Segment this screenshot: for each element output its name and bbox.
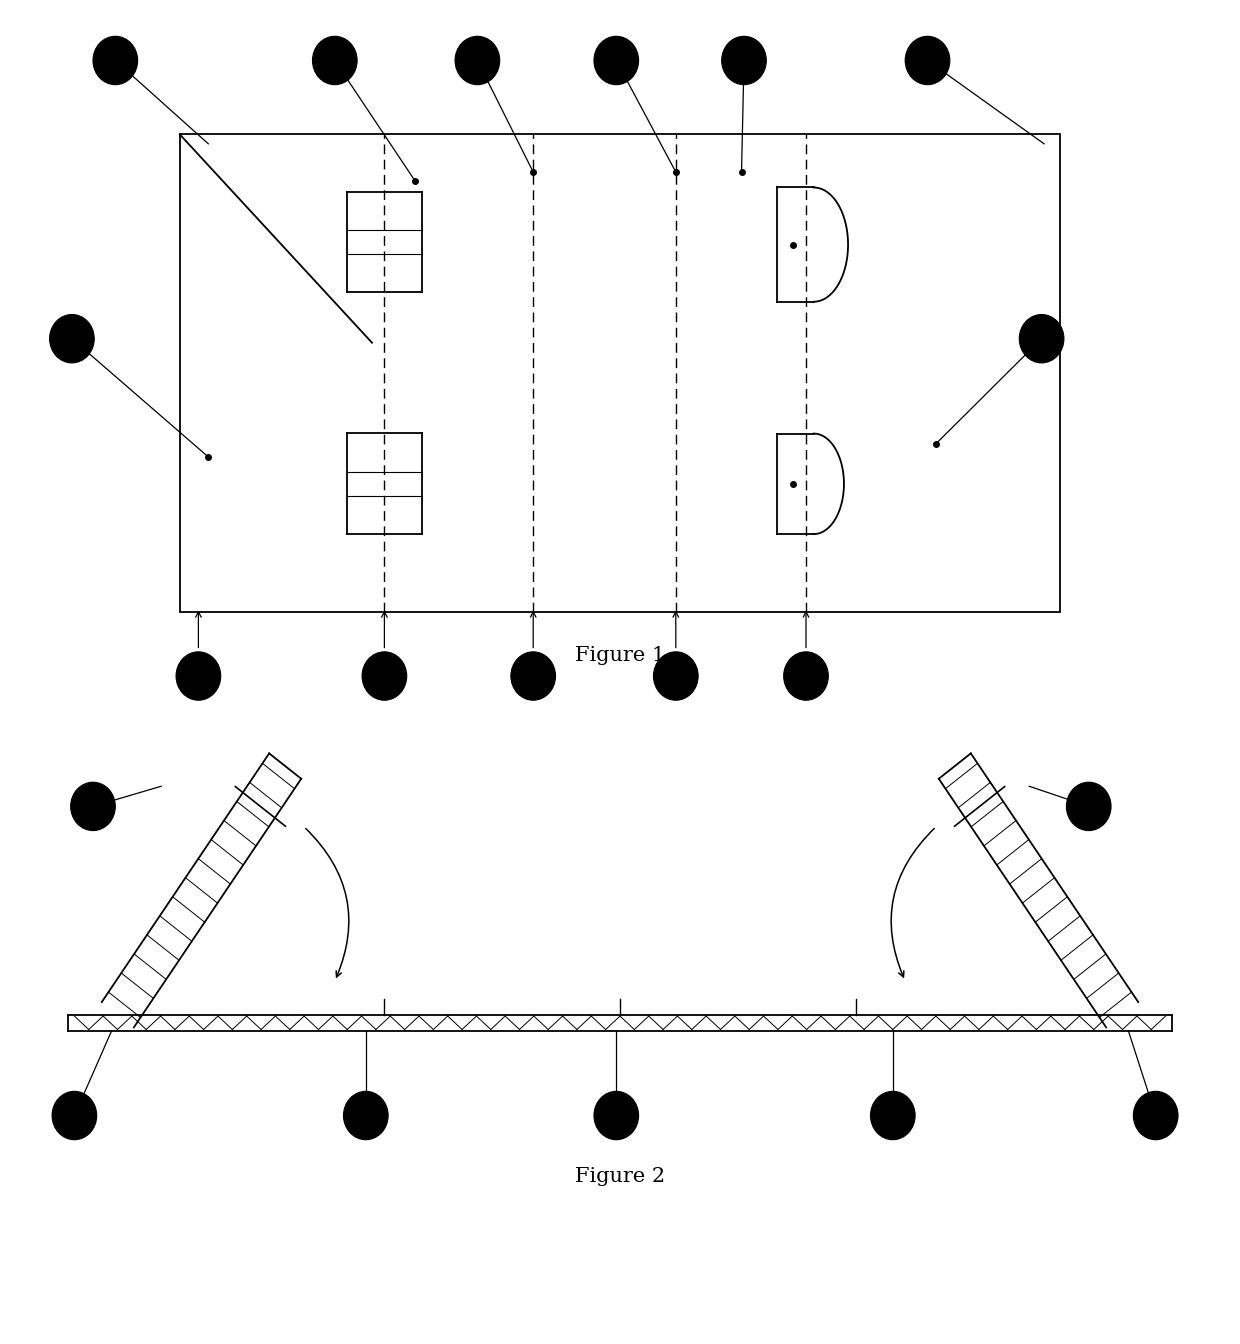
Text: 5: 5	[1085, 800, 1092, 813]
Text: 12: 12	[377, 669, 392, 683]
Text: 1: 1	[613, 1109, 620, 1122]
Circle shape	[905, 36, 950, 85]
Circle shape	[343, 1091, 388, 1140]
Circle shape	[50, 314, 94, 363]
Circle shape	[511, 652, 556, 700]
Text: Figure 1: Figure 1	[575, 646, 665, 665]
Text: 10: 10	[526, 669, 541, 683]
Circle shape	[71, 782, 115, 831]
Circle shape	[594, 1091, 639, 1140]
Text: 4: 4	[331, 54, 339, 67]
Circle shape	[52, 1091, 97, 1140]
Text: 13: 13	[799, 669, 813, 683]
Text: 11: 11	[668, 669, 683, 683]
Text: 5: 5	[1038, 332, 1045, 345]
Circle shape	[594, 36, 639, 85]
Text: 14: 14	[191, 669, 206, 683]
Circle shape	[784, 652, 828, 700]
Circle shape	[653, 652, 698, 700]
Text: 3: 3	[889, 1109, 897, 1122]
Circle shape	[362, 652, 407, 700]
Text: 8: 8	[112, 54, 119, 67]
Circle shape	[176, 652, 221, 700]
Circle shape	[1019, 314, 1064, 363]
Circle shape	[1133, 1091, 1178, 1140]
Text: 6: 6	[68, 332, 76, 345]
Text: 6: 6	[89, 800, 97, 813]
Text: 3: 3	[740, 54, 748, 67]
Circle shape	[312, 36, 357, 85]
Circle shape	[722, 36, 766, 85]
Circle shape	[870, 1091, 915, 1140]
Text: 4: 4	[71, 1109, 78, 1122]
Circle shape	[455, 36, 500, 85]
Text: Figure 2: Figure 2	[575, 1167, 665, 1185]
Circle shape	[93, 36, 138, 85]
Circle shape	[1066, 782, 1111, 831]
Text: 7: 7	[924, 54, 931, 67]
Text: 2: 2	[474, 54, 481, 67]
Text: 1: 1	[613, 54, 620, 67]
Text: 2: 2	[362, 1109, 370, 1122]
Text: 7: 7	[1152, 1109, 1159, 1122]
